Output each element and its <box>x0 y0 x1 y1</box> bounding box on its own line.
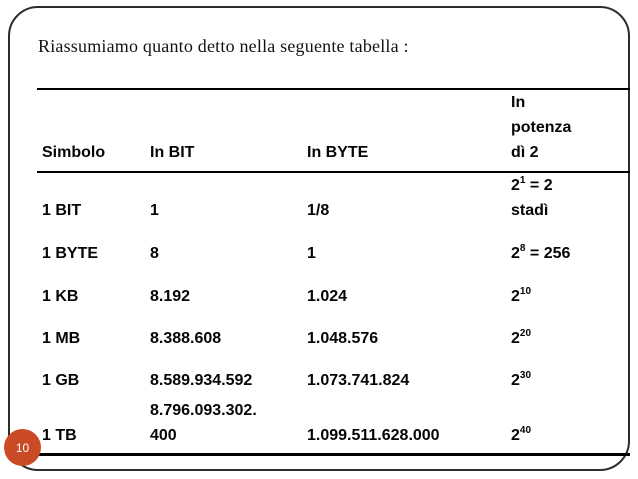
cell-in-byte: 1.099.511.628.000 <box>302 398 506 456</box>
slide-title: Riassumiamo quanto detto nella seguente … <box>38 36 409 56</box>
table-row-byte: 1 BYTE 8 1 28 = 256 <box>37 228 630 271</box>
power-base: 2 <box>511 330 520 347</box>
cell-in-bit: 8.796.093.302. 400 <box>145 398 302 456</box>
cell-simbolo: 1 BYTE <box>42 245 99 262</box>
cell-potenza: 28 = 256 <box>506 228 630 271</box>
summary-table-container: Simbolo In BIT In BYTE In potenza dì 2 1… <box>37 88 630 456</box>
power-exponent: 1 <box>519 175 526 186</box>
table-header-row: Simbolo In BIT In BYTE In potenza dì 2 <box>37 88 630 173</box>
power-base: 2 <box>511 245 520 262</box>
power-exponent: 40 <box>519 425 532 436</box>
power-exponent: 10 <box>519 286 532 297</box>
col-header-simbolo: Simbolo <box>37 88 145 173</box>
cell-simbolo: 1 MB <box>42 330 81 347</box>
cell-potenza: 210 <box>506 271 630 314</box>
power-base: 2 <box>511 288 520 305</box>
cell-potenza: 230 <box>506 356 630 398</box>
slide-border-frame <box>8 6 630 471</box>
power-exponent: 30 <box>519 370 532 381</box>
cell-in-bit: 8.192 <box>150 288 191 305</box>
summary-table: Simbolo In BIT In BYTE In potenza dì 2 1… <box>37 88 630 456</box>
power-exponent: 20 <box>519 328 532 339</box>
cell-simbolo: 1 KB <box>42 288 79 305</box>
page-number-badge: 10 <box>4 429 41 466</box>
table-row-kb: 1 KB 8.192 1.024 210 <box>37 271 630 314</box>
cell-in-bit: 8.589.934.592 <box>150 372 253 389</box>
table-row-gb: 1 GB 8.589.934.592 1.073.741.824 230 <box>37 356 630 398</box>
cell-in-bit: 8.388.608 <box>150 330 222 347</box>
page-number: 10 <box>15 440 30 455</box>
cell-in-bit: 1 <box>150 202 159 219</box>
power-base: 2 <box>511 372 520 389</box>
power-base: 2 <box>511 427 520 444</box>
cell-simbolo: 1 TB <box>37 398 145 456</box>
cell-in-byte: 1/8 <box>307 202 330 219</box>
table-row-bit: 1 BIT 1 1/8 21 = 2 stadì <box>37 172 630 228</box>
cell-in-byte: 1.024 <box>307 288 348 305</box>
cell-potenza: 21 = 2 stadì <box>506 172 630 228</box>
table-row-tb: 1 TB 8.796.093.302. 400 1.099.511.628.00… <box>37 398 630 456</box>
cell-potenza: 220 <box>506 314 630 356</box>
power-exponent: 8 <box>519 243 526 254</box>
power-base: 2 <box>511 177 520 194</box>
table-row-mb: 1 MB 8.388.608 1.048.576 220 <box>37 314 630 356</box>
cell-simbolo: 1 BIT <box>42 202 82 219</box>
cell-in-byte: 1.073.741.824 <box>307 372 410 389</box>
cell-simbolo: 1 GB <box>42 372 80 389</box>
col-header-in-byte: In BYTE <box>302 88 506 173</box>
power-suffix: = 256 <box>525 245 571 262</box>
col-header-potenza: In potenza dì 2 <box>506 88 630 173</box>
cell-in-byte: 1 <box>307 245 316 262</box>
cell-potenza: 240 <box>506 398 630 456</box>
cell-in-bit: 8 <box>150 245 159 262</box>
cell-in-byte: 1.048.576 <box>307 330 379 347</box>
col-header-in-bit: In BIT <box>145 88 302 173</box>
power-suffix: = 2 stadì <box>511 177 553 219</box>
